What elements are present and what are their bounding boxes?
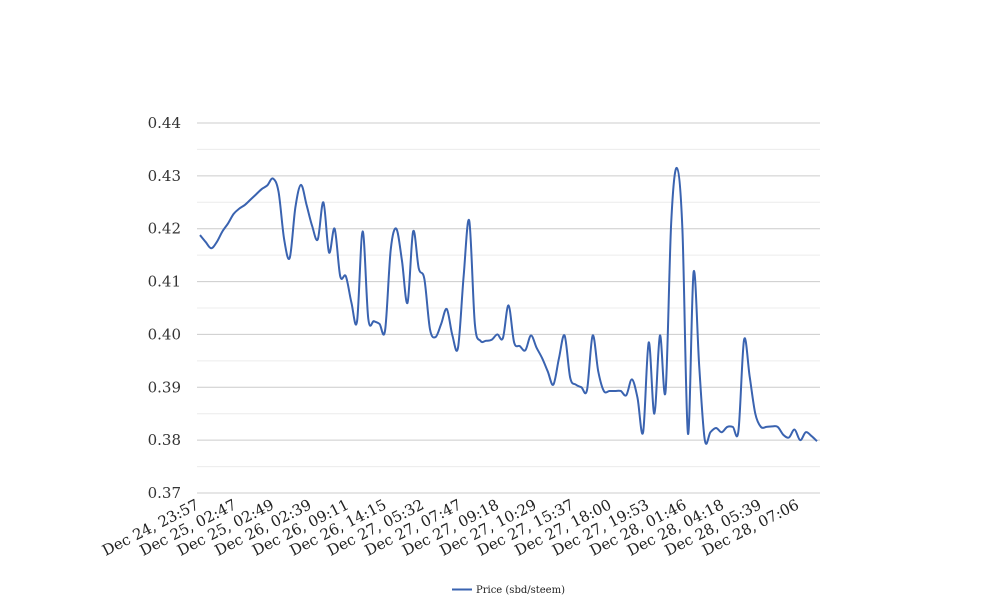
legend: Price (sbd/steem) [452, 585, 565, 596]
y-tick-label: 0.43 [148, 167, 181, 185]
grid-layer [197, 122, 820, 494]
y-tick-label: 0.38 [148, 431, 181, 449]
series-line-price [199, 166, 818, 445]
series-layer [199, 166, 818, 445]
y-tick-label: 0.40 [148, 325, 181, 343]
y-tick-label: 0.42 [148, 220, 181, 238]
y-tick-label: 0.44 [148, 114, 181, 132]
y-tick-label: 0.37 [148, 484, 181, 502]
y-tick-label: 0.41 [148, 273, 181, 291]
y-axis-ticks: 0.37 0.38 0.39 0.40 0.41 0.42 0.43 0.44 [148, 114, 181, 502]
y-tick-label: 0.39 [148, 378, 181, 396]
legend-label-price: Price (sbd/steem) [476, 585, 565, 596]
